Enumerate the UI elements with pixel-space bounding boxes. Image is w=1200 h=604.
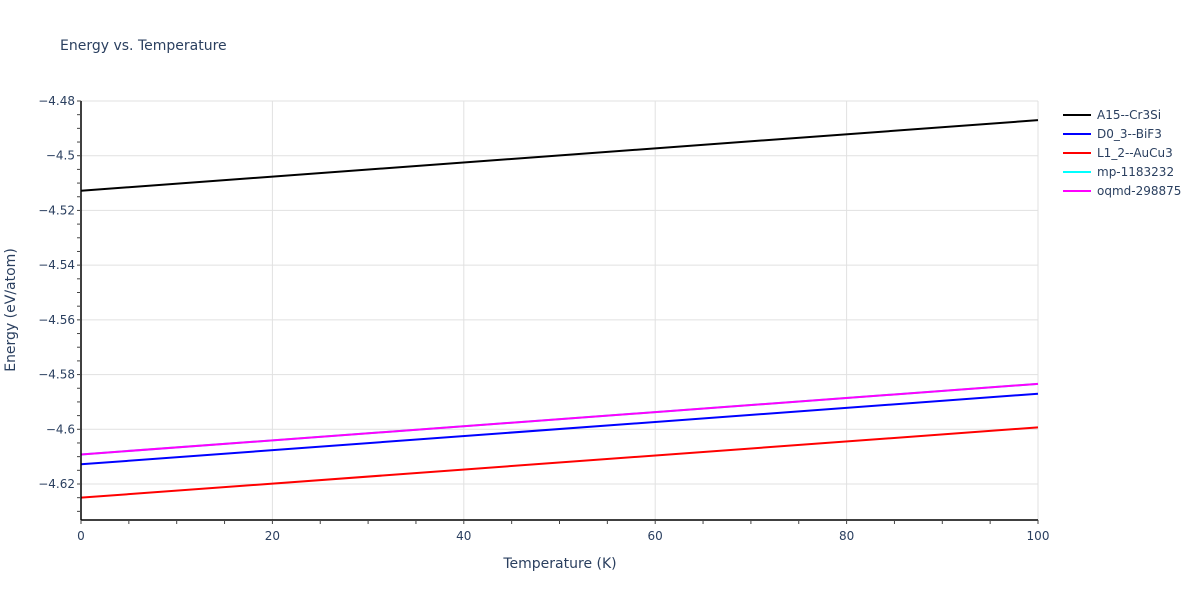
y-tick-label: −4.6	[46, 422, 75, 436]
series-line-oqmd-298875[interactable]	[80, 382, 1039, 456]
series-line-L1_2--AuCu3[interactable]	[80, 426, 1039, 499]
y-tick-label: −4.52	[38, 203, 75, 217]
legend-item[interactable]: mp-1183232	[1097, 165, 1174, 179]
legend: A15--Cr3Si D0_3--BiF3 L1_2--AuCu3 mp-118323…	[1063, 108, 1181, 198]
y-tick-label: −4.58	[38, 368, 75, 382]
x-tick-label: 80	[839, 529, 854, 543]
y-axis-title: Energy (eV/atom)	[3, 248, 19, 372]
series-line-A15--Cr3Si[interactable]	[80, 119, 1039, 192]
legend-item[interactable]: A15--Cr3Si	[1097, 108, 1161, 122]
y-tick-label: −4.5	[46, 149, 75, 163]
y-tick-label: −4.48	[38, 94, 75, 108]
x-tick-label: 20	[265, 529, 280, 543]
legend-item[interactable]: D0_3--BiF3	[1097, 127, 1162, 141]
series-line-D0_3--BiF3[interactable]	[80, 392, 1039, 466]
plot-area[interactable]	[80, 119, 1039, 499]
chart-title: Energy vs. Temperature	[60, 38, 227, 54]
y-tick-label: −4.54	[38, 258, 75, 272]
y-tick-label: −4.62	[38, 477, 75, 491]
x-tick-label: 40	[456, 529, 471, 543]
x-tick-label: 0	[77, 529, 85, 543]
legend-item[interactable]: L1_2--AuCu3	[1097, 146, 1173, 160]
x-axis-title: Temperature (K)	[502, 556, 616, 572]
y-tick-label: −4.56	[38, 313, 75, 327]
legend-item[interactable]: oqmd-298875	[1097, 184, 1181, 198]
axes: 0 20 40 60 80 100 −4.62 −4.6 −4.58 −4.56 −4.54 −4.5…	[38, 94, 1049, 543]
grid-lines	[81, 100, 1039, 520]
x-tick-label: 100	[1027, 529, 1050, 543]
x-tick-label: 60	[648, 529, 663, 543]
